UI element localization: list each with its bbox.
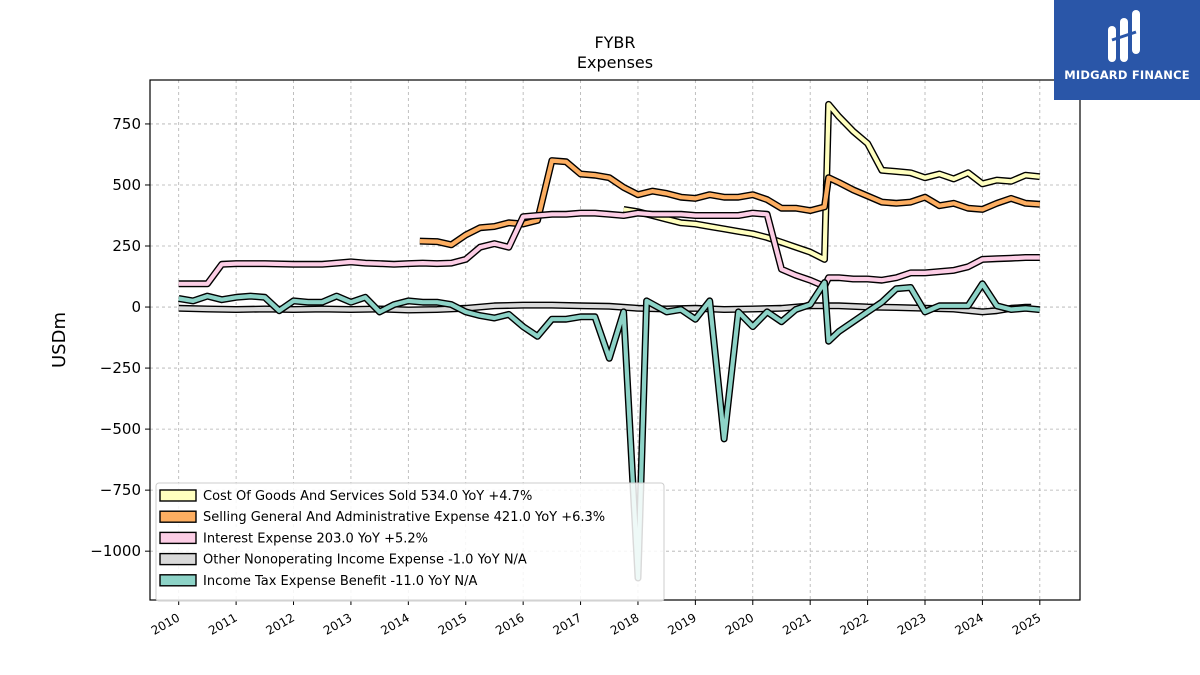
series-line xyxy=(623,102,1041,262)
legend-box xyxy=(155,482,665,602)
series-line xyxy=(178,211,1040,289)
legend-entry: Income Tax Expense Benefit -11.0 YoY N/A xyxy=(203,574,478,589)
x-tick-label: 2018 xyxy=(608,610,641,637)
brand-name: MIDGARD FINANCE xyxy=(1064,68,1190,82)
legend-entry: Selling General And Administrative Expen… xyxy=(203,510,605,525)
y-tick-label: 0 xyxy=(131,298,141,316)
y-tick-label: 750 xyxy=(112,115,141,133)
legend-swatch xyxy=(159,489,197,502)
y-axis: 750 500 250 0 −250 −500 −750 −1000 xyxy=(90,115,150,560)
y-tick-label: −1000 xyxy=(90,542,141,560)
x-tick-label: 2025 xyxy=(1010,610,1043,637)
y-tick-label: 250 xyxy=(112,237,141,255)
x-tick-label: 2023 xyxy=(895,610,928,637)
legend-entry: Interest Expense 203.0 YoY +5.2% xyxy=(203,531,428,546)
x-tick-label: 2016 xyxy=(493,610,526,637)
x-tick-label: 2017 xyxy=(551,610,584,637)
x-tick-label: 2015 xyxy=(436,610,469,637)
legend-swatch xyxy=(159,552,197,566)
series-2 xyxy=(178,209,1040,290)
y-axis-label: USDm xyxy=(49,312,70,368)
x-tick-label: 2013 xyxy=(321,610,354,637)
legend-swatch xyxy=(159,531,197,545)
x-tick-label: 2012 xyxy=(264,610,297,637)
legend-entry: Other Nonoperating Income Expense -1.0 Y… xyxy=(203,553,527,568)
legend-entry: Cost Of Goods And Services Sold 534.0 Yo… xyxy=(203,489,532,504)
brand-mark-icon xyxy=(1108,10,1140,62)
legend-swatch xyxy=(159,510,197,523)
series-line xyxy=(419,158,1040,247)
x-tick-label: 2014 xyxy=(378,610,411,637)
x-tick-label: 2011 xyxy=(206,610,239,637)
y-tick-label: −500 xyxy=(100,420,141,438)
brand-logo: MIDGARD FINANCE xyxy=(1054,0,1200,100)
series-line xyxy=(178,280,1041,581)
x-tick-label: 2020 xyxy=(723,610,756,637)
x-tick-label: 2019 xyxy=(665,610,698,637)
y-tick-label: −250 xyxy=(100,359,141,377)
series-1 xyxy=(419,157,1041,249)
chart-title: FYBR xyxy=(594,33,635,52)
y-tick-label: −750 xyxy=(100,481,141,499)
chart-subtitle: Expenses xyxy=(577,53,653,72)
series-3 xyxy=(178,301,1032,316)
x-tick-label: 2021 xyxy=(780,610,813,637)
legend-swatch xyxy=(159,574,197,587)
x-axis: 2010 2011 2012 2013 2014 2015 2016 2017 2018 2019… xyxy=(149,600,1043,638)
x-tick-label: 2024 xyxy=(952,610,985,637)
series-outline xyxy=(178,209,1040,290)
y-tick-label: 500 xyxy=(112,176,141,194)
series-lines xyxy=(178,100,1041,582)
legend: Cost Of Goods And Services Sold 534.0 Yo… xyxy=(155,482,665,602)
series-4 xyxy=(178,279,1041,582)
x-tick-label: 2010 xyxy=(149,610,182,637)
x-tick-label: 2022 xyxy=(838,610,871,637)
series-0 xyxy=(623,100,1041,263)
